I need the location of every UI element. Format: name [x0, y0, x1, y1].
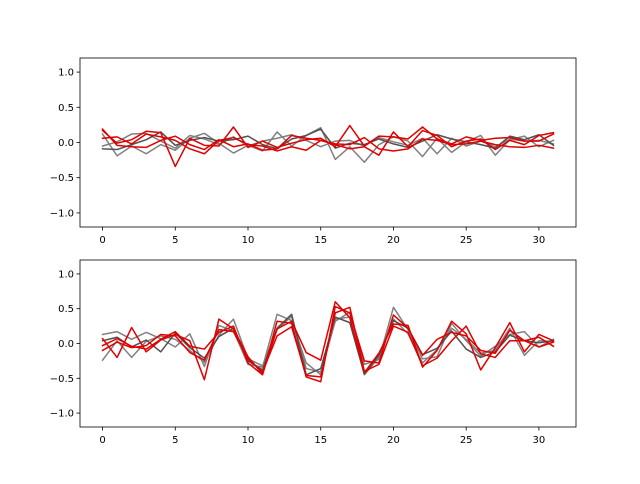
x-tick-label: 25 — [460, 235, 473, 246]
x-tick-label: 30 — [533, 435, 546, 446]
x-tick-label: 10 — [242, 235, 255, 246]
x-tick-label: 5 — [172, 435, 178, 446]
y-tick-label: 1.0 — [58, 68, 74, 79]
x-tick-label: 0 — [99, 435, 105, 446]
y-tick-label: −1.0 — [50, 409, 74, 420]
series-line-6 — [101, 133, 555, 155]
y-tick-label: −0.5 — [50, 374, 74, 385]
y-tick-label: −0.5 — [50, 173, 74, 184]
series-line-6 — [101, 306, 555, 378]
x-tick-label: 15 — [314, 435, 327, 446]
y-tick-label: −1.0 — [50, 208, 74, 219]
subplot-2: 0 5 10 15 20 25 30 1.0 0.5 0.0 −0.5 −1.0 — [50, 259, 577, 446]
series-line-3 — [101, 128, 555, 151]
series-line-4 — [101, 301, 555, 381]
x-tick-label: 10 — [242, 435, 255, 446]
x-tick-label: 0 — [99, 235, 105, 246]
x-tick-label: 20 — [387, 435, 400, 446]
y-tick-label: 0.5 — [58, 304, 74, 315]
x-tick-label: 25 — [460, 435, 473, 446]
x-tick-label: 30 — [533, 235, 546, 246]
x-tick-label: 20 — [387, 235, 400, 246]
x-tick-label: 5 — [172, 235, 178, 246]
x-tick-label: 15 — [314, 235, 327, 246]
y-tick-label: 0.0 — [58, 339, 74, 350]
y-tick-label: 1.0 — [58, 269, 74, 280]
y-tick-label: 0.5 — [58, 103, 74, 114]
y-tick-label: 0.0 — [58, 138, 74, 149]
subplot-1: 0 5 10 15 20 25 30 1.0 0.5 0.0 −0.5 −1.0 — [50, 57, 577, 246]
